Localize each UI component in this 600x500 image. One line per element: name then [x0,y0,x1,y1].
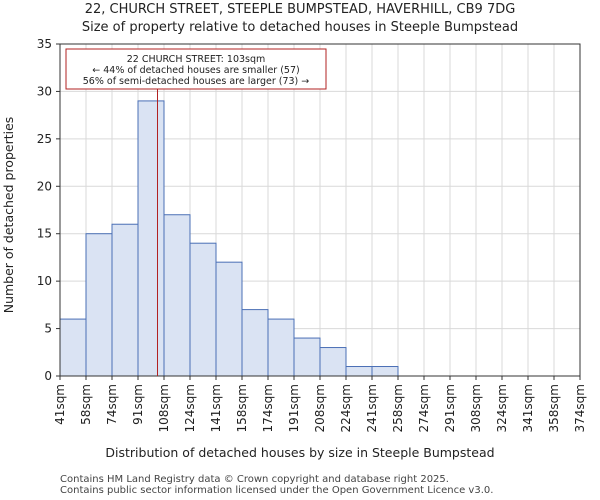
bar-series [59,100,399,377]
annotation-frame [65,48,327,90]
histogram-bar [345,366,373,377]
x-tick-label: 224sqm [339,384,353,432]
y-tick-label: 30 [37,84,52,98]
histogram-bar [111,223,139,377]
histogram-bar [215,261,243,377]
x-tick-label: 41sqm [53,384,67,425]
x-tick-label: 258sqm [391,384,405,432]
histogram-bar [189,242,217,377]
x-tick-label: 374sqm [573,384,587,432]
annotation-line-2: ← 44% of detached houses are smaller (57… [92,65,299,76]
chart-subtitle: Size of property relative to detached ho… [82,20,518,35]
x-tick-label: 341sqm [521,384,535,432]
x-tick-label: 274sqm [417,384,431,432]
chart-title: 22, CHURCH STREET, STEEPLE BUMPSTEAD, HA… [85,2,516,17]
histogram-bar [85,233,113,377]
x-tick-label: 74sqm [105,384,119,425]
histogram-bar [319,347,347,377]
histogram-bar [59,318,87,377]
x-tick-label: 174sqm [261,384,275,432]
x-tick-label: 124sqm [183,384,197,432]
histogram-bar [241,309,269,377]
x-axis-label: Distribution of detached houses by size … [105,445,494,460]
histogram-bar [137,100,165,377]
x-tick-label: 141sqm [209,384,223,432]
x-tick-label: 324sqm [495,384,509,432]
x-axis-ticks: 41sqm 58sqm 74sqm 91sqm 108sqm 124sqm 141sqm 15… [53,376,587,432]
x-tick-label: 308sqm [469,384,483,432]
y-tick-label: 15 [37,227,52,241]
x-tick-label: 58sqm [79,384,93,425]
x-tick-label: 91sqm [131,384,145,425]
histogram-bar [371,366,399,377]
y-axis-ticks: 0 5 10 15 20 25 30 35 [37,37,60,383]
footer-licence: Contains public sector information licen… [60,485,494,496]
y-axis-label: Number of detached properties [1,117,16,314]
y-tick-label: 25 [37,132,52,146]
x-tick-label: 291sqm [443,384,457,432]
x-tick-label: 208sqm [313,384,327,432]
x-tick-label: 191sqm [287,384,301,432]
annotation-line-1: 22 CHURCH STREET: 103sqm [127,54,266,65]
footer-copyright: Contains HM Land Registry data © Crown c… [60,474,449,485]
y-tick-label: 0 [44,369,52,383]
annotation-box: 22 CHURCH STREET: 103sqm ← 44% of detach… [65,48,327,90]
y-tick-label: 5 [44,322,52,336]
histogram-bar [163,214,191,377]
x-tick-label: 108sqm [157,384,171,432]
y-tick-label: 10 [37,274,52,288]
annotation-line-3: 56% of semi-detached houses are larger (… [83,76,310,87]
histogram-bar [267,318,295,377]
x-tick-label: 158sqm [235,384,249,432]
histogram-bar [293,337,321,377]
x-tick-label: 241sqm [365,384,379,432]
y-tick-label: 35 [37,37,52,51]
y-tick-label: 20 [37,179,52,193]
x-tick-label: 358sqm [547,384,561,432]
